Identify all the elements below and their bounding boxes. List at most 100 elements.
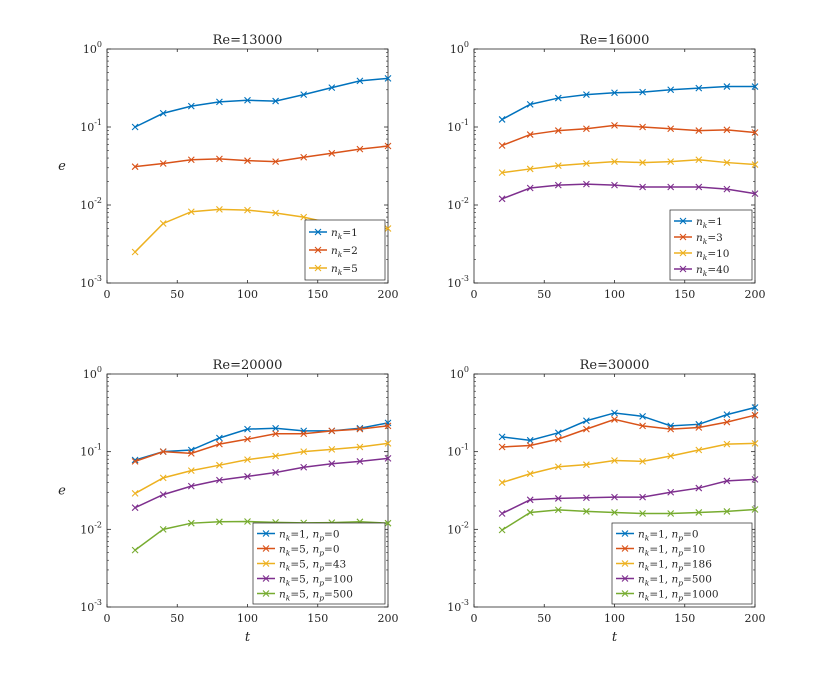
data-point-marker (611, 409, 618, 417)
y-tick-label: 10-3 (447, 598, 469, 614)
data-point-marker (667, 158, 675, 165)
legend-marker (262, 560, 270, 567)
data-point-marker (498, 433, 506, 441)
data-point-marker (187, 450, 195, 457)
data-point-marker (751, 129, 759, 136)
legend-marker (621, 575, 629, 582)
data-point-marker (639, 510, 646, 517)
y-tick-label: 10-2 (80, 196, 102, 212)
data-point-marker (300, 153, 308, 161)
data-point-marker (384, 225, 392, 232)
legend-label: nk=10 (696, 248, 729, 262)
x-tick-label: 100 (604, 612, 625, 625)
x-tick-label: 100 (237, 288, 258, 301)
data-point-marker (667, 452, 675, 460)
data-point-marker (131, 248, 139, 256)
legend-entry: nk=1, np=1000 (616, 589, 719, 603)
x-tick-label: 200 (745, 288, 766, 301)
legend: nk=1 nk=3 nk=10 nk=40 (669, 209, 753, 281)
data-point-marker (639, 123, 646, 131)
legend-marker (262, 575, 270, 582)
y-tick-label: 10-1 (80, 118, 102, 134)
data-point-marker (328, 84, 336, 91)
data-point-marker (159, 525, 167, 533)
legend-entry: nk=1, np=500 (616, 574, 712, 588)
data-point-marker (300, 213, 308, 221)
data-point-marker (384, 419, 392, 427)
series-line (134, 425, 389, 463)
legend-label: nk=1 (696, 216, 723, 230)
data-point-marker (526, 100, 534, 108)
data-point-marker (187, 467, 195, 475)
data-point-marker (244, 518, 251, 525)
data-point-marker (159, 474, 167, 482)
data-point-marker (216, 98, 223, 106)
legend-entry: nk=1, np=10 (616, 544, 705, 558)
data-point-marker (187, 156, 195, 164)
data-point-marker (695, 484, 703, 492)
x-tick-label: 50 (537, 288, 551, 301)
legend-box (611, 522, 753, 605)
data-point-marker (216, 440, 223, 448)
legend-entry: nk=10 (674, 248, 729, 262)
data-point-marker (583, 425, 590, 433)
data-point-marker (751, 475, 759, 483)
series-2 (498, 411, 759, 451)
legend-entry: nk=5, np=0 (257, 544, 340, 558)
data-point-marker (159, 109, 167, 117)
data-point-marker (611, 89, 618, 97)
data-point-marker (751, 439, 759, 447)
data-point-marker (526, 496, 534, 504)
data-point-marker (695, 84, 703, 92)
legend-entry: nk=2 (309, 245, 358, 259)
series-1 (498, 83, 759, 123)
series-line (134, 77, 389, 128)
data-point-marker (216, 434, 223, 442)
subplot-2: 0 50 100 150 20010010-110-210-3Re=16000nk=1n… (447, 33, 765, 301)
y-tick-label: 10-3 (447, 274, 469, 290)
x-tick-label: 100 (237, 612, 258, 625)
x-tick-label: 200 (378, 612, 399, 625)
legend-marker (621, 590, 629, 597)
legend-marker (314, 246, 322, 254)
data-point-marker (244, 96, 251, 104)
series-line (502, 159, 756, 174)
legend-marker (262, 530, 270, 537)
series-line (134, 520, 389, 551)
y-tick-label: 10-3 (80, 598, 102, 614)
data-point-marker (384, 519, 392, 527)
data-point-marker (526, 165, 534, 173)
series-line (502, 406, 756, 442)
legend-marker (621, 560, 629, 567)
x-tick-label: 50 (170, 288, 184, 301)
legend-marker (262, 590, 270, 597)
data-point-marker (667, 86, 675, 94)
data-point-marker (554, 181, 562, 189)
data-point-marker (723, 440, 731, 448)
data-point-marker (723, 477, 731, 485)
data-point-marker (583, 180, 590, 188)
x-tick-label: 100 (604, 288, 625, 301)
data-point-marker (611, 493, 618, 501)
data-point-marker (526, 184, 534, 192)
data-point-marker (583, 91, 590, 99)
series-4 (131, 454, 392, 512)
data-point-marker (751, 161, 759, 168)
legend-label: nk=1 (331, 227, 358, 241)
legend-entry: nk=1 (309, 227, 358, 241)
subplot-4: 0 50 100 150 200 100 10-1 10-2 10-3 Re=30000 t nk=1… (447, 358, 765, 645)
data-point-marker (328, 445, 336, 453)
data-point-marker (300, 463, 308, 471)
legend-entry: nk=40 (674, 264, 729, 278)
x-tick-label: 150 (307, 288, 328, 301)
y-axis-label: e (58, 159, 66, 174)
data-point-marker (723, 83, 731, 90)
data-point-marker (723, 126, 731, 134)
data-point-marker (583, 417, 590, 425)
chart-title: Re=16000 (580, 33, 650, 48)
data-point-marker (131, 504, 139, 512)
data-point-marker (751, 83, 759, 90)
data-point-marker (526, 470, 534, 478)
data-point-marker (554, 162, 562, 169)
